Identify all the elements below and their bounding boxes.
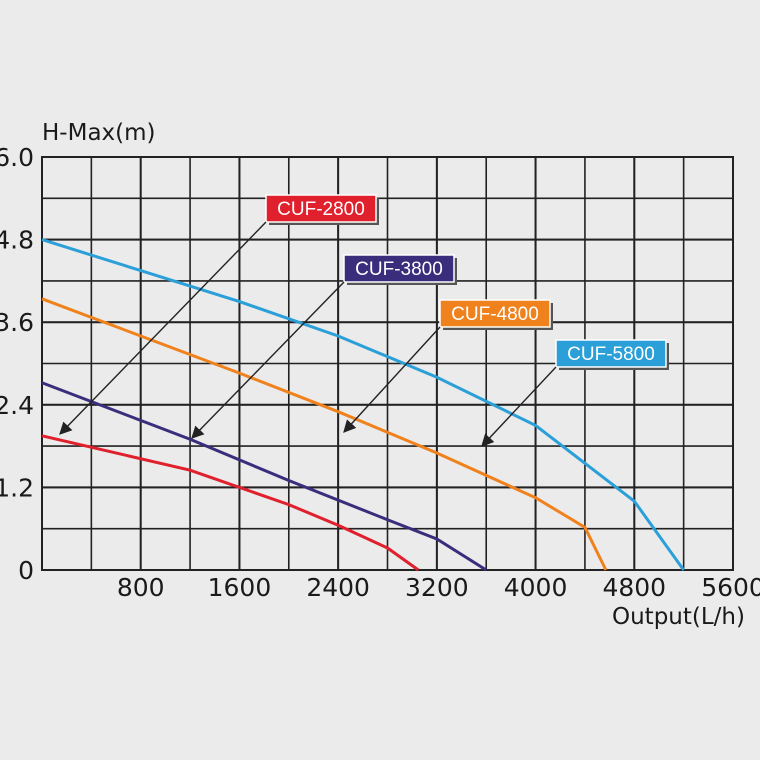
legend-label: CUF-3800	[355, 259, 443, 280]
series-tag	[439, 299, 551, 328]
x-tick-label: 3200	[405, 573, 469, 602]
y-tick-label: 2.4	[0, 391, 34, 420]
x-tick-label: 2400	[306, 573, 370, 602]
annotation-arrow	[59, 221, 267, 435]
y-tick-label: 4.8	[0, 226, 34, 255]
annotation-arrow	[481, 366, 557, 447]
x-tick-label: 5600	[701, 573, 760, 602]
x-tick-label: 800	[117, 573, 165, 602]
legend-label: CUF-4800	[451, 304, 539, 325]
x-tick-label: 4000	[504, 573, 568, 602]
series-tag	[343, 254, 455, 283]
y-tick-label: 3.6	[0, 308, 34, 337]
x-axis-title: Output(L/h)	[612, 604, 745, 630]
x-tick-label: 4800	[602, 573, 666, 602]
x-tick-label: 1600	[208, 573, 272, 602]
y-tick-label: 6.0	[0, 143, 34, 172]
annotation-arrow	[343, 326, 441, 433]
plot-frame	[41, 156, 734, 571]
series-line	[41, 297, 608, 571]
legend-label: CUF-5800	[567, 344, 655, 365]
series-tag	[265, 194, 377, 223]
y-tick-label: 0	[18, 556, 34, 585]
series-line	[41, 238, 685, 571]
y-axis-title: H-Max(m)	[42, 120, 156, 146]
annotation-arrow	[191, 281, 345, 439]
y-tick-label: 1.2	[0, 473, 34, 502]
legend-label: CUF-2800	[277, 199, 365, 220]
series-line	[41, 434, 420, 572]
series-line	[41, 381, 488, 572]
series-tag	[555, 339, 667, 368]
